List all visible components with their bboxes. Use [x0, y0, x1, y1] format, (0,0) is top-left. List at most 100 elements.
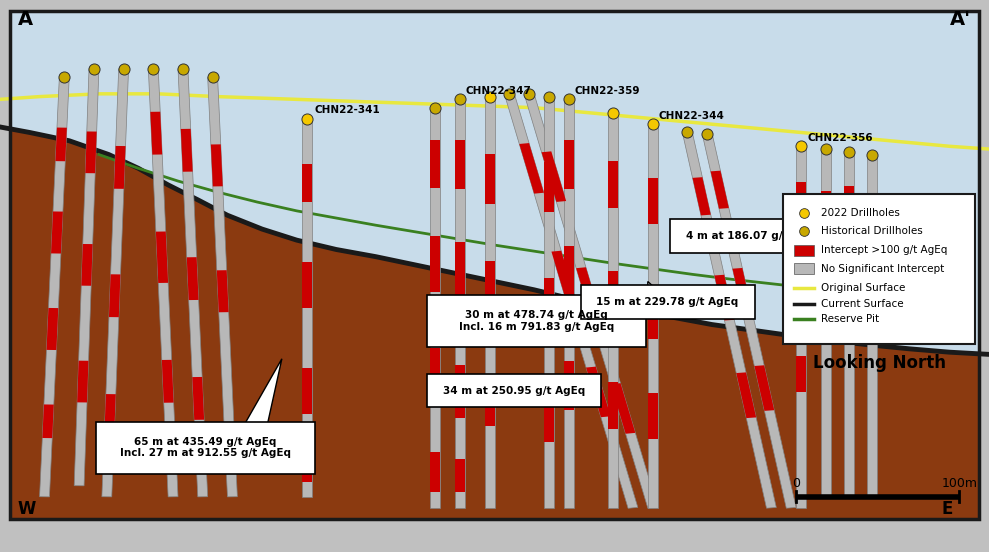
- Polygon shape: [867, 195, 877, 230]
- Polygon shape: [648, 282, 687, 317]
- Polygon shape: [187, 257, 199, 300]
- Polygon shape: [682, 132, 776, 508]
- Text: W: W: [18, 501, 37, 518]
- Polygon shape: [648, 393, 658, 439]
- Polygon shape: [648, 124, 658, 508]
- Polygon shape: [564, 246, 574, 304]
- Polygon shape: [544, 278, 554, 335]
- FancyBboxPatch shape: [581, 285, 755, 319]
- Polygon shape: [608, 381, 618, 429]
- Text: Looking North: Looking North: [813, 354, 945, 372]
- Bar: [794, 245, 814, 256]
- Text: Intercept >100 g/t AgEq: Intercept >100 g/t AgEq: [821, 245, 947, 255]
- Polygon shape: [844, 276, 854, 310]
- Polygon shape: [608, 161, 618, 208]
- Polygon shape: [796, 146, 806, 508]
- Polygon shape: [867, 155, 877, 497]
- Text: 0: 0: [792, 477, 800, 490]
- Polygon shape: [485, 97, 494, 508]
- Text: CHN22-347: CHN22-347: [466, 86, 532, 96]
- Polygon shape: [844, 152, 854, 497]
- Text: CHN22-344: CHN22-344: [659, 111, 725, 121]
- FancyBboxPatch shape: [427, 295, 646, 347]
- Polygon shape: [783, 221, 823, 251]
- Polygon shape: [455, 242, 465, 304]
- Text: 100m: 100m: [942, 477, 977, 490]
- Polygon shape: [156, 231, 168, 283]
- Text: A: A: [18, 10, 33, 29]
- Polygon shape: [648, 293, 658, 339]
- Polygon shape: [430, 140, 440, 188]
- Polygon shape: [0, 127, 989, 519]
- Polygon shape: [430, 452, 440, 492]
- Polygon shape: [542, 151, 566, 202]
- Polygon shape: [608, 113, 618, 508]
- Text: A': A': [949, 10, 970, 29]
- Polygon shape: [844, 187, 854, 221]
- Polygon shape: [564, 140, 574, 189]
- Polygon shape: [455, 459, 465, 491]
- Polygon shape: [55, 128, 67, 161]
- Text: Current Surface: Current Surface: [821, 299, 904, 309]
- Polygon shape: [74, 69, 99, 486]
- Polygon shape: [714, 275, 734, 321]
- Polygon shape: [586, 367, 610, 417]
- FancyBboxPatch shape: [783, 194, 975, 344]
- Polygon shape: [217, 270, 228, 312]
- Polygon shape: [608, 271, 618, 326]
- Polygon shape: [821, 191, 831, 226]
- Polygon shape: [302, 164, 312, 202]
- Text: Reserve Pit: Reserve Pit: [821, 315, 879, 325]
- Text: Historical Drillholes: Historical Drillholes: [821, 226, 923, 236]
- Polygon shape: [504, 93, 638, 508]
- Polygon shape: [218, 359, 282, 472]
- Text: CHN22-359: CHN22-359: [575, 86, 640, 96]
- FancyBboxPatch shape: [670, 219, 839, 253]
- Bar: [794, 263, 814, 274]
- Polygon shape: [178, 69, 208, 497]
- Polygon shape: [51, 211, 63, 253]
- Text: 2022 Drillholes: 2022 Drillholes: [821, 208, 900, 217]
- Polygon shape: [430, 108, 440, 508]
- Polygon shape: [109, 274, 121, 317]
- Polygon shape: [485, 154, 494, 204]
- Polygon shape: [564, 361, 574, 410]
- Polygon shape: [648, 178, 658, 224]
- Polygon shape: [733, 268, 753, 314]
- Polygon shape: [105, 394, 116, 428]
- Polygon shape: [302, 119, 312, 497]
- Polygon shape: [455, 140, 465, 189]
- Polygon shape: [102, 69, 129, 497]
- Polygon shape: [552, 251, 579, 310]
- Polygon shape: [430, 236, 440, 291]
- Polygon shape: [302, 368, 312, 413]
- Polygon shape: [181, 129, 193, 172]
- Polygon shape: [430, 348, 440, 404]
- Text: E: E: [942, 501, 953, 518]
- Polygon shape: [46, 308, 58, 350]
- Polygon shape: [821, 149, 831, 497]
- Polygon shape: [302, 262, 312, 308]
- Polygon shape: [43, 405, 53, 438]
- FancyBboxPatch shape: [427, 374, 601, 407]
- Polygon shape: [455, 99, 465, 508]
- Polygon shape: [455, 365, 465, 418]
- Polygon shape: [796, 356, 806, 392]
- Polygon shape: [208, 77, 237, 497]
- Polygon shape: [192, 377, 204, 420]
- Polygon shape: [564, 99, 574, 508]
- Text: 15 m at 229.78 g/t AgEq: 15 m at 229.78 g/t AgEq: [596, 297, 739, 307]
- Text: CHN22-356: CHN22-356: [807, 133, 872, 143]
- Text: 30 m at 478.74 g/t AgEq
Incl. 16 m 791.83 g/t AgEq: 30 m at 478.74 g/t AgEq Incl. 16 m 791.8…: [459, 310, 614, 332]
- Polygon shape: [302, 452, 312, 482]
- Polygon shape: [85, 131, 97, 173]
- Text: 65 m at 435.49 g/t AgEq
Incl. 27 m at 912.55 g/t AgEq: 65 m at 435.49 g/t AgEq Incl. 27 m at 91…: [120, 437, 291, 459]
- Polygon shape: [114, 146, 126, 189]
- FancyBboxPatch shape: [96, 422, 315, 474]
- Polygon shape: [77, 360, 88, 402]
- Polygon shape: [796, 269, 806, 305]
- Polygon shape: [796, 182, 806, 219]
- Polygon shape: [148, 69, 178, 497]
- Text: 34 m at 250.95 g/t AgEq: 34 m at 250.95 g/t AgEq: [443, 385, 585, 396]
- Text: Original Surface: Original Surface: [821, 283, 905, 293]
